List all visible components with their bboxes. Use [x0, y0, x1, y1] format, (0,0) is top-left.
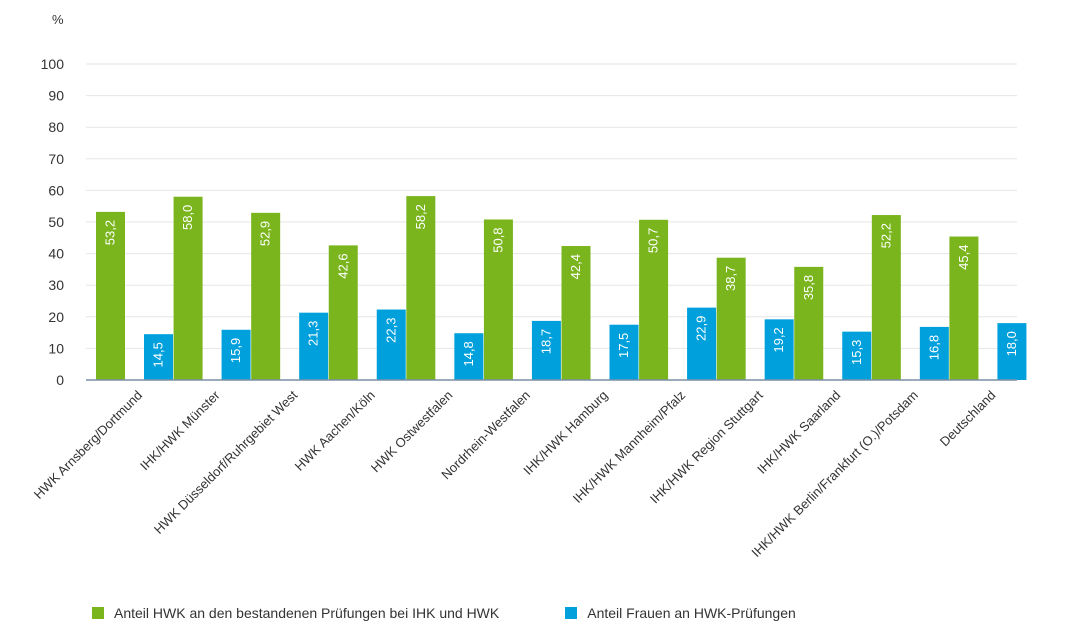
bar: [794, 266, 824, 380]
bar: [454, 333, 484, 380]
bar: [997, 323, 1027, 380]
bar: [919, 326, 949, 380]
x-tick-label: HWK Ostwestfalen: [368, 388, 456, 476]
bar: [687, 307, 717, 380]
x-tick-label: HWK Aachen/Köln: [292, 388, 378, 474]
bar: [609, 324, 639, 380]
bar: [328, 245, 358, 380]
x-tick-label: Nordrhein-Westfalen: [438, 388, 533, 483]
y-tick-label: 60: [48, 182, 64, 198]
data-label: 19,2: [771, 327, 786, 352]
y-tick-label: 40: [48, 246, 64, 262]
legend-item-hwk-share: Anteil HWK an den bestandenen Prüfungen …: [92, 605, 499, 621]
data-label: 35,8: [801, 275, 816, 300]
y-tick-label: 80: [48, 119, 64, 135]
data-label: 22,9: [694, 316, 709, 341]
x-tick-label: IHK/HWK Münster: [137, 387, 223, 473]
bar: [173, 196, 203, 380]
bar: [949, 236, 979, 380]
data-label: 42,4: [568, 254, 583, 279]
x-tick-label: IHK/HWK Hamburg: [520, 388, 610, 478]
bar-chart: % 0 10 20 30 40 50 60 70 80 90 100 53,2 14,5 58,0 15,…: [31, 12, 1027, 560]
data-label: 18,0: [1004, 331, 1019, 356]
data-label: 42,6: [335, 253, 350, 278]
bar: [639, 219, 669, 380]
bar: [764, 319, 794, 380]
x-tick-label: IHK/HWK Saarland: [754, 388, 843, 477]
data-label: 58,0: [180, 205, 195, 230]
data-label: 14,5: [151, 342, 166, 367]
data-label: 16,8: [926, 335, 941, 360]
data-label: 14,8: [461, 341, 476, 366]
legend-swatch-green: [92, 607, 104, 619]
y-tick-label: 10: [48, 340, 64, 356]
data-label: 21,3: [306, 321, 321, 346]
y-tick-label: 20: [48, 309, 64, 325]
y-tick-label: 100: [41, 56, 65, 72]
bar: [561, 246, 591, 380]
bar: [251, 212, 281, 380]
x-tick-label: Deutschland: [937, 388, 999, 450]
grid-lines: [86, 63, 1017, 349]
x-tick-label: HWK Arnsberg/Dortmund: [31, 388, 145, 502]
data-label: 50,8: [490, 227, 505, 252]
y-axis: 0 10 20 30 40 50 60 70 80 90 100: [41, 56, 65, 388]
data-label: 17,5: [616, 333, 631, 358]
legend-label: Anteil Frauen an HWK-Prüfungen: [587, 605, 796, 621]
bar: [144, 334, 173, 380]
data-label: 45,4: [956, 245, 971, 270]
legend: Anteil HWK an den bestandenen Prüfungen …: [92, 605, 796, 621]
bar: [483, 219, 513, 380]
data-label: 18,7: [538, 329, 553, 354]
bars: 53,2 14,5 58,0 15,9 52,9 21,3 42,6 22,3 58,2 14,8…: [96, 196, 1027, 380]
bar: [376, 309, 406, 380]
y-tick-label: 90: [48, 88, 64, 104]
data-label: 52,9: [258, 221, 273, 246]
data-label: 38,7: [723, 266, 738, 291]
legend-label: Anteil HWK an den bestandenen Prüfungen …: [114, 605, 500, 621]
y-tick-label: 70: [48, 151, 64, 167]
bar: [406, 196, 436, 380]
bar: [221, 329, 251, 380]
bar: [716, 257, 746, 380]
data-label: 22,3: [383, 318, 398, 343]
data-label: 58,2: [413, 204, 428, 229]
data-label: 15,3: [849, 340, 864, 365]
bar: [531, 320, 561, 380]
legend-swatch-blue: [565, 607, 578, 619]
bar: [842, 331, 872, 380]
bar: [96, 211, 125, 380]
bar: [871, 215, 901, 380]
data-label: 52,2: [878, 223, 893, 248]
data-label: 15,9: [228, 338, 243, 363]
legend-item-women-share: Anteil Frauen an HWK-Prüfungen: [565, 605, 796, 621]
y-tick-label: 30: [48, 277, 64, 293]
y-axis-unit: %: [52, 12, 64, 27]
y-tick-label: 0: [56, 372, 64, 388]
y-tick-label: 50: [48, 214, 64, 230]
data-label: 50,7: [646, 228, 661, 253]
x-tick-label: IHK/HWK Berlin/Frankfurt (O.)/Potsdam: [748, 388, 921, 561]
data-label: 53,2: [103, 220, 118, 245]
x-tick-label: HWK Düsseldorf/Ruhrgebiet West: [151, 387, 301, 537]
bar: [299, 312, 329, 380]
